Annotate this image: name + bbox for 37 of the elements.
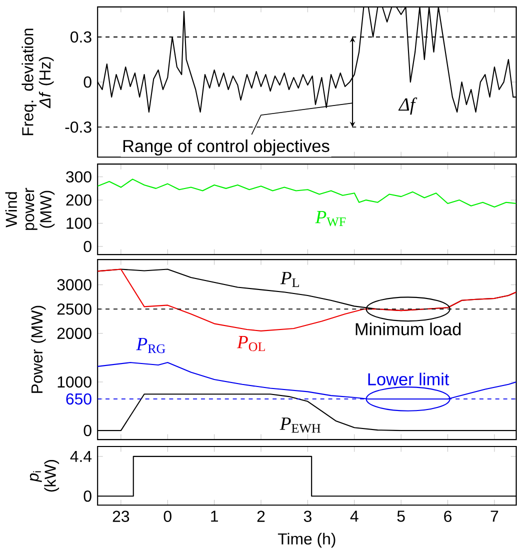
- x-tick-label: 0: [164, 510, 172, 522]
- y-tick-label: 4.4: [70, 450, 92, 462]
- annotation: Minimum load: [356, 322, 460, 336]
- y-tick-label: 2500: [57, 303, 92, 315]
- series-label: Δf: [398, 98, 418, 115]
- x-tick-label: 1: [210, 510, 218, 522]
- y-tick-label: 2000: [57, 328, 92, 340]
- y-axis-title: Power (MW): [30, 306, 46, 393]
- series-label: P$_{EWH}$: [280, 418, 320, 433]
- x-axis-title: Time (h): [278, 532, 336, 548]
- y-tick-label: 1000: [58, 376, 92, 388]
- x-tick-label: 6: [444, 510, 452, 522]
- y-tick-label: -0.3: [65, 121, 92, 133]
- y-tick-label: 650: [66, 393, 92, 405]
- series-label: P$_{L}$: [280, 272, 299, 287]
- x-tick-label: 7: [490, 510, 498, 522]
- x-tick-label: 4: [350, 510, 358, 522]
- y-tick-label: 0: [84, 424, 92, 436]
- y-tick-label: 100: [66, 218, 92, 229]
- series-label: P$_{RG}$: [136, 338, 166, 354]
- x-tick-label: 5: [397, 510, 405, 522]
- series-label: P$_{WF}$: [315, 210, 346, 226]
- y-tick-label: 0: [84, 490, 92, 502]
- y-tick-label: 0: [84, 240, 92, 252]
- x-tick-label: 23: [112, 510, 129, 522]
- y-tick-label: 200: [66, 194, 92, 206]
- y-axis-title: Wind power (MW): [5, 188, 54, 230]
- y-tick-label: 0.3: [70, 31, 92, 43]
- y-tick-label: 0: [84, 76, 92, 88]
- y-tick-label: 300: [66, 171, 92, 182]
- annotation: Range of control objectives: [123, 139, 330, 156]
- y-axis-title: p$_{i}$ (kW): [30, 460, 59, 492]
- series-label: P$_{OL}$: [236, 336, 265, 352]
- y-tick-label: 3000: [57, 279, 92, 290]
- annotation: Lower limit: [368, 372, 449, 386]
- x-tick-label: 3: [304, 510, 312, 522]
- x-tick-label: 2: [257, 510, 265, 522]
